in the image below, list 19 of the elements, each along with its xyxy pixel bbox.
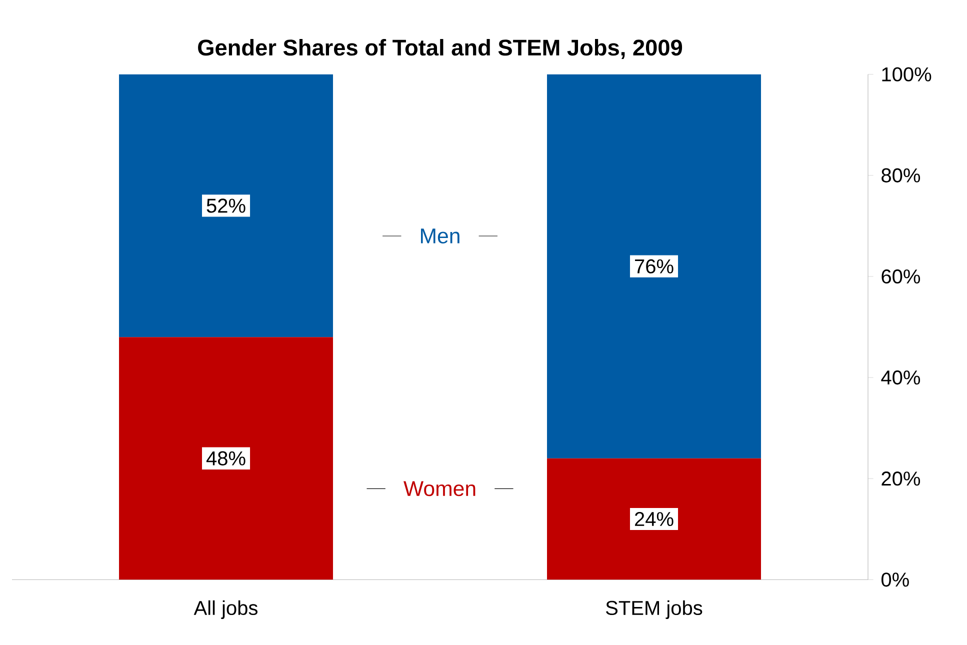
data-label: 52% [206,198,246,213]
bar [119,337,334,580]
data-label: 48% [206,451,246,466]
bar [119,74,334,338]
text: Women [404,481,476,496]
y-tick-label: 0% [881,572,909,587]
y-tick-label: 80% [882,168,920,182]
x-tick-label: All jobs [194,600,258,619]
y-tick-label: 20% [882,472,920,486]
data-label: 24% [634,512,674,526]
data-label: 76% [635,259,674,274]
bar [547,74,761,458]
x-tick-label: STEM jobs [606,600,702,619]
chart-title: Gender Shares of Total and STEM Jobs, 2009 [198,39,682,59]
bar [547,458,761,580]
y-tick-label: 60% [882,269,920,284]
y-tick-label: 40% [881,370,920,385]
y-tick-label: 100% [882,67,932,82]
text: Men [421,228,460,244]
